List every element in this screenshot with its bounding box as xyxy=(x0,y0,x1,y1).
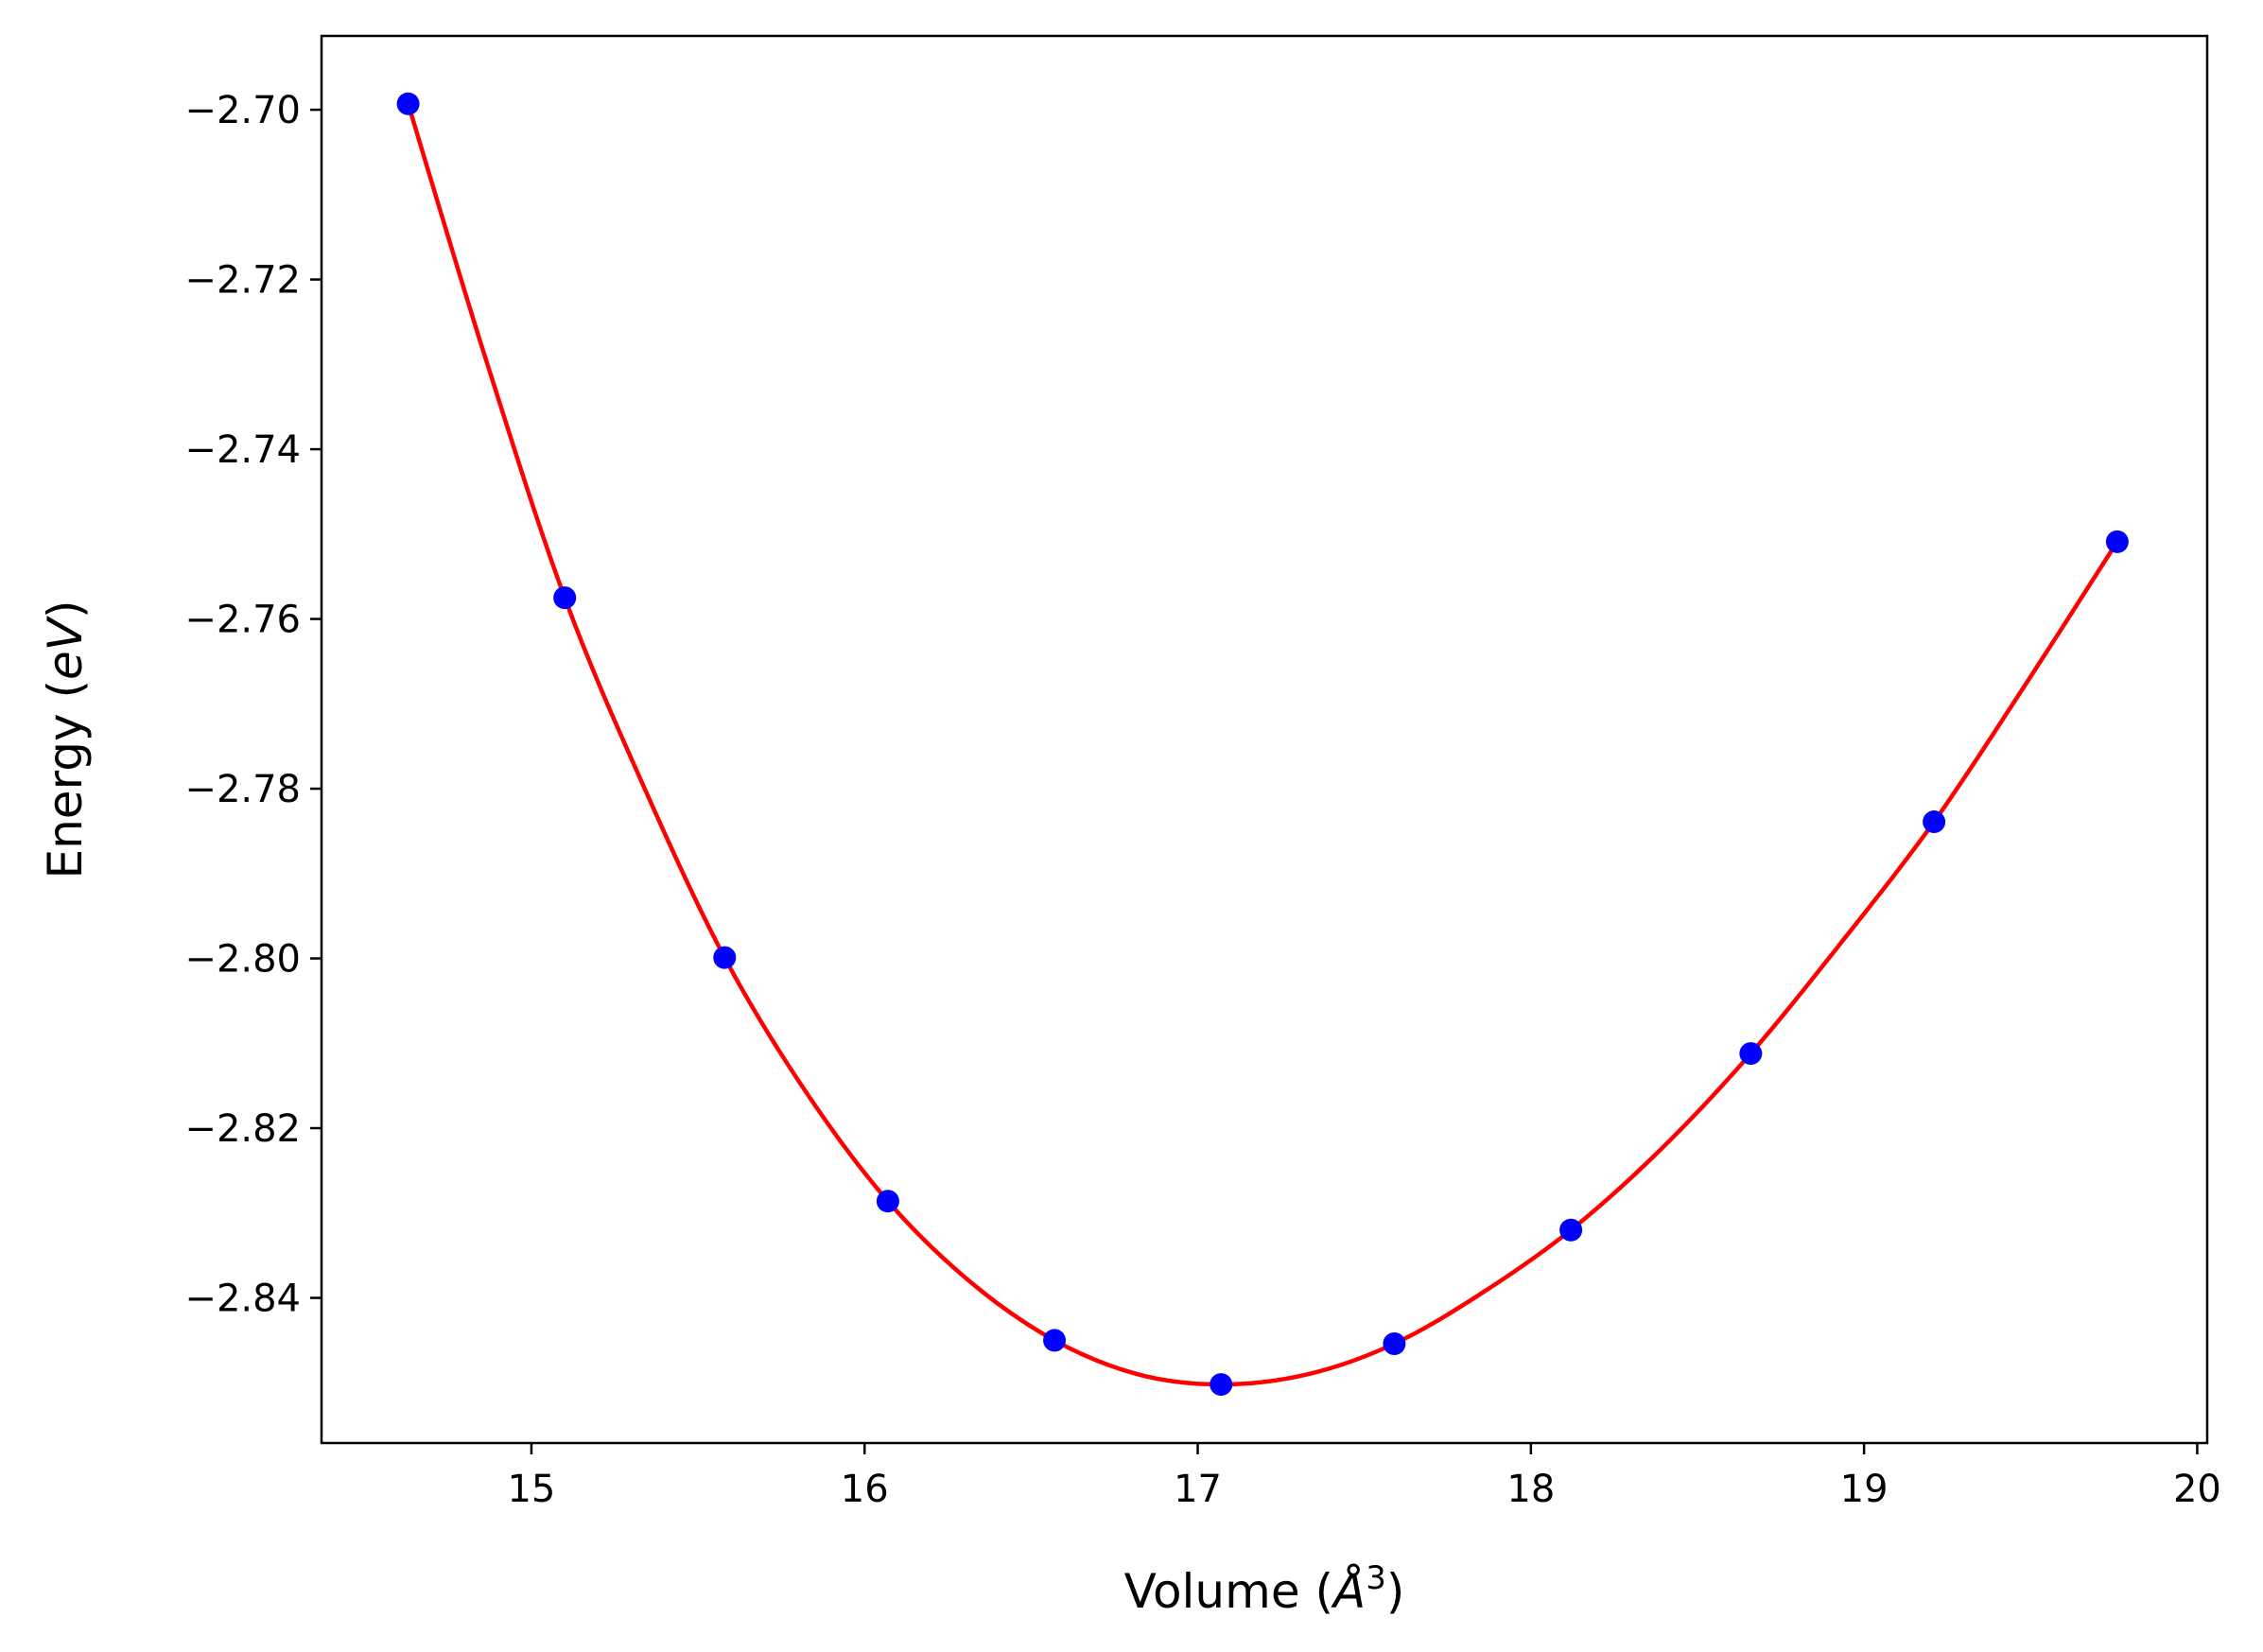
data-point xyxy=(1923,810,1946,834)
x-tick-label: 18 xyxy=(1506,1468,1555,1511)
data-point xyxy=(553,586,577,610)
fit-curve-line xyxy=(406,103,2119,1387)
data-point xyxy=(1210,1373,1233,1397)
data-point xyxy=(1383,1331,1406,1355)
plot-layer xyxy=(396,92,2129,1397)
data-point xyxy=(396,92,420,115)
x-axis-label-symbol: Å xyxy=(1331,1564,1366,1619)
data-point xyxy=(1043,1329,1067,1352)
y-axis-label-symbol: eV xyxy=(38,615,93,680)
x-tick-label: 17 xyxy=(1174,1468,1222,1511)
data-point xyxy=(876,1190,899,1213)
data-point xyxy=(713,946,737,969)
x-tick-label: 15 xyxy=(507,1468,555,1511)
y-axis-label-prefix: Energy ( xyxy=(38,680,93,878)
x-axis-label-prefix: Volume ( xyxy=(1124,1564,1333,1619)
plot-frame xyxy=(320,34,2209,1445)
y-tick-label: −2.82 xyxy=(184,1107,301,1151)
data-point xyxy=(2105,530,2129,553)
y-axis-label-suffix: ) xyxy=(38,600,93,619)
y-tick-label: −2.72 xyxy=(184,259,301,303)
ticks-layer: 15 16 17 18 19 20 −2.70 −2.72 −2.74 −2.76 −2.78 −2.… xyxy=(184,89,2220,1511)
x-tick-label: 19 xyxy=(1840,1468,1889,1511)
y-tick-label: −2.74 xyxy=(184,428,301,472)
y-tick-label: −2.80 xyxy=(184,938,301,982)
y-axis-label: Energy (eV) xyxy=(38,600,93,879)
x-axis-label: Volume (Å3) xyxy=(1124,1559,1405,1619)
data-point xyxy=(1559,1218,1583,1242)
y-tick-label: −2.70 xyxy=(184,89,301,132)
x-axis-label-superscript: 3 xyxy=(1366,1559,1386,1597)
data-point xyxy=(1739,1042,1763,1066)
x-tick-label: 16 xyxy=(841,1468,889,1511)
x-tick-label: 20 xyxy=(2173,1468,2221,1511)
y-tick-label: −2.76 xyxy=(184,599,301,642)
x-axis-label-suffix: ) xyxy=(1386,1564,1405,1619)
y-tick-label: −2.84 xyxy=(184,1278,301,1321)
y-tick-label: −2.78 xyxy=(184,768,301,811)
